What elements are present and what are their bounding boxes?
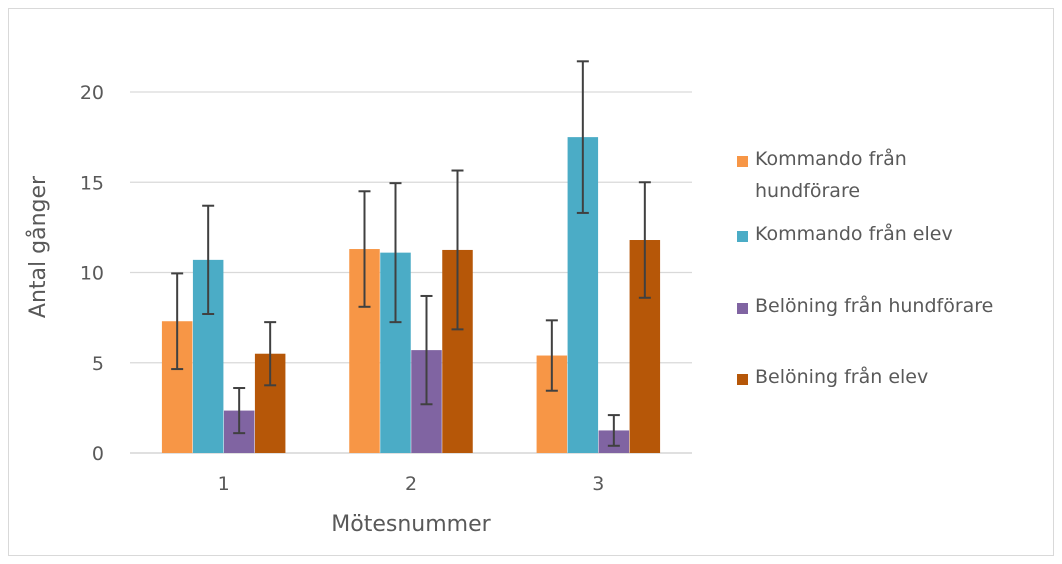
legend-label: Belöning från hundförare xyxy=(755,294,993,317)
error-bar xyxy=(451,169,464,331)
y-tick-label: 0 xyxy=(92,443,104,465)
error-bar xyxy=(545,319,558,392)
legend-swatch xyxy=(737,374,748,385)
gridlines xyxy=(130,91,692,454)
legend-label: Belöning från elev xyxy=(755,365,928,388)
error-bar xyxy=(576,60,589,214)
legend-label: Kommando från elev xyxy=(755,222,953,245)
x-tick-label: 3 xyxy=(592,473,604,495)
error-bar xyxy=(420,294,433,406)
legend-swatch xyxy=(737,156,748,167)
y-axis-ticks: 0 5 10 15 20 xyxy=(80,82,104,465)
x-axis-ticks: 1 2 3 xyxy=(218,473,605,495)
error-bar xyxy=(171,272,184,371)
y-axis-title: Antal gånger xyxy=(25,175,51,318)
error-bar xyxy=(358,190,371,308)
legend-label: Kommando från hundförare xyxy=(755,147,907,202)
legend-swatch xyxy=(737,231,748,242)
y-tick-label: 5 xyxy=(92,353,104,375)
error-bar xyxy=(264,321,277,387)
error-bars xyxy=(171,60,651,447)
error-bar xyxy=(638,181,651,299)
x-tick-label: 2 xyxy=(405,473,417,495)
legend-item: Belöning från elev xyxy=(737,365,928,388)
legend-swatch xyxy=(737,303,748,314)
error-bar xyxy=(607,414,620,447)
legend-item: Kommando från hundförare xyxy=(737,147,907,202)
legend-item: Kommando från elev xyxy=(737,222,953,245)
x-axis-title: Mötesnummer xyxy=(331,512,491,537)
x-tick-label: 1 xyxy=(218,473,230,495)
error-bar xyxy=(233,387,246,435)
bars xyxy=(161,137,661,453)
error-bar xyxy=(202,204,215,316)
y-tick-label: 20 xyxy=(80,82,104,104)
legend: Kommando från hundförare Kommando från ele… xyxy=(737,147,993,388)
y-tick-label: 10 xyxy=(80,263,104,285)
y-tick-label: 15 xyxy=(80,172,104,194)
error-bar xyxy=(389,182,402,324)
legend-item: Belöning från hundförare xyxy=(737,294,993,317)
chart-frame xyxy=(8,8,1054,556)
